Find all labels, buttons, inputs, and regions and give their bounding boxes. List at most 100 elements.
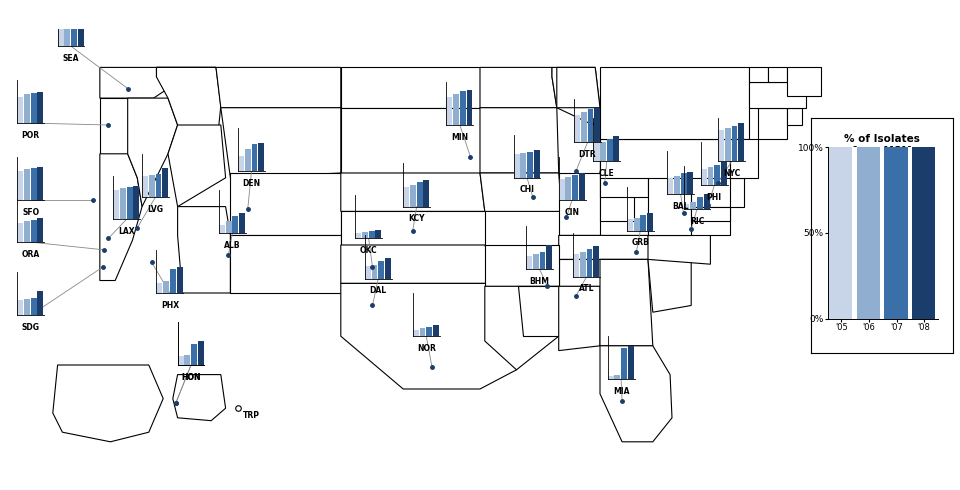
Bar (453, 94, 459, 125)
Bar (142, 176, 148, 197)
Bar (133, 186, 139, 219)
Text: TRP: TRP (243, 411, 260, 420)
Bar (37, 292, 43, 315)
Bar (375, 230, 381, 238)
Bar (410, 185, 416, 207)
Bar (163, 281, 169, 293)
Bar (697, 196, 703, 210)
Bar (600, 142, 606, 162)
Text: DAL: DAL (370, 286, 387, 295)
Bar (355, 233, 361, 238)
Bar (433, 325, 439, 336)
Bar (460, 91, 466, 125)
Bar (24, 299, 30, 315)
Text: CIN: CIN (564, 208, 580, 217)
Bar (198, 341, 204, 365)
Polygon shape (559, 259, 672, 286)
Bar (446, 97, 452, 125)
Bar (587, 248, 592, 277)
Bar (58, 15, 63, 46)
Polygon shape (230, 235, 341, 293)
Bar (534, 150, 540, 178)
Bar (191, 344, 197, 365)
Bar (627, 219, 633, 231)
Bar (884, 147, 907, 318)
Polygon shape (749, 68, 768, 82)
Bar (232, 216, 238, 233)
Bar (245, 148, 251, 171)
Polygon shape (341, 283, 518, 389)
Bar (579, 173, 585, 200)
Bar (378, 261, 384, 279)
Bar (533, 254, 539, 269)
Polygon shape (648, 235, 710, 264)
Polygon shape (600, 139, 634, 221)
Bar (252, 144, 257, 171)
Bar (362, 232, 368, 238)
Bar (607, 139, 612, 162)
Bar (540, 252, 545, 269)
Polygon shape (559, 235, 653, 259)
Polygon shape (156, 68, 221, 154)
Text: BAL: BAL (672, 202, 689, 211)
Polygon shape (518, 286, 559, 336)
Bar (78, 15, 84, 46)
Bar (17, 222, 23, 242)
Polygon shape (178, 207, 230, 293)
Polygon shape (485, 245, 559, 286)
Bar (372, 265, 377, 279)
Bar (37, 219, 43, 242)
Text: OKC: OKC (360, 246, 377, 255)
Polygon shape (221, 108, 341, 178)
Bar (24, 94, 30, 123)
Bar (24, 169, 30, 200)
Bar (31, 93, 36, 123)
Text: % of Isolates
from MSM: % of Isolates from MSM (844, 134, 921, 156)
Bar (514, 154, 519, 178)
Bar (426, 327, 432, 336)
Bar (559, 179, 564, 200)
Bar (613, 136, 619, 162)
Bar (690, 202, 696, 210)
Bar (701, 169, 707, 186)
Bar (178, 356, 183, 365)
Text: SEA: SEA (62, 54, 80, 63)
Polygon shape (691, 207, 730, 221)
Polygon shape (600, 346, 672, 442)
Bar (718, 130, 724, 162)
Bar (238, 156, 244, 171)
Bar (708, 168, 713, 186)
Bar (681, 173, 686, 194)
Text: MIN: MIN (451, 133, 468, 142)
Text: BHM: BHM (530, 277, 549, 286)
Polygon shape (758, 108, 787, 139)
Polygon shape (341, 245, 499, 283)
Polygon shape (100, 68, 168, 98)
Bar (912, 147, 935, 318)
Polygon shape (53, 365, 163, 442)
Bar (219, 225, 225, 233)
Bar (127, 187, 132, 219)
Text: LVG: LVG (148, 205, 163, 214)
Bar (258, 143, 264, 171)
Polygon shape (485, 286, 559, 370)
Bar (17, 171, 23, 200)
Polygon shape (128, 98, 178, 207)
Text: HON: HON (181, 373, 201, 382)
Bar (634, 218, 639, 231)
Bar (593, 245, 599, 277)
Bar (17, 300, 23, 315)
Bar (546, 245, 552, 269)
Bar (71, 17, 77, 46)
Bar (31, 298, 36, 315)
Bar (674, 176, 680, 194)
Bar (37, 92, 43, 123)
Polygon shape (600, 108, 648, 197)
Polygon shape (480, 173, 562, 211)
Bar (226, 220, 231, 233)
Polygon shape (648, 207, 730, 235)
Bar (156, 284, 162, 293)
Polygon shape (730, 178, 744, 207)
Polygon shape (100, 98, 128, 154)
Bar (856, 147, 880, 318)
